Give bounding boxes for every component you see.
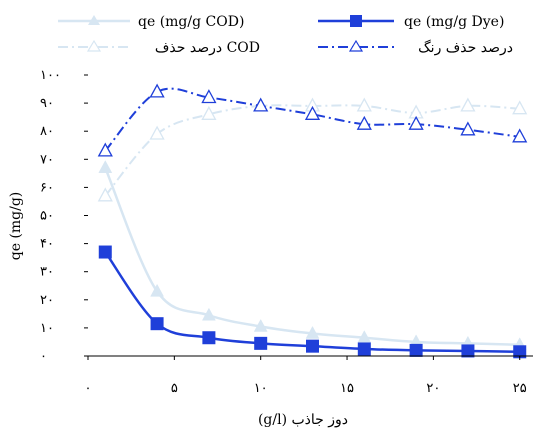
series-1-point <box>409 343 423 357</box>
legend-marker-qe-dye <box>350 15 362 27</box>
series-1-point <box>202 331 216 345</box>
y-tick-label: ۷۰ <box>40 152 54 167</box>
y-tick-label: ۸۰ <box>40 124 54 139</box>
legend-label-qe-cod: qe (mg/g COD) <box>138 14 244 30</box>
series-2 <box>97 97 528 202</box>
y-tick-label: ۰ <box>40 349 47 364</box>
x-tick-label: ۲۵ <box>513 381 527 396</box>
series-layer <box>97 83 528 359</box>
series-2-point <box>356 97 372 112</box>
series-3 <box>97 83 528 157</box>
legend-label-qe-dye: qe (mg/g Dye) <box>404 14 504 30</box>
series-0-line <box>104 167 520 347</box>
series-2-point <box>512 100 528 115</box>
legend-label-cod-removal: درصد حذف COD <box>155 40 260 56</box>
y-tick-label: ۵۰ <box>40 209 54 224</box>
series-1-point <box>306 339 319 353</box>
legend-item-qe-dye: qe (mg/g Dye) <box>318 14 504 30</box>
series-2-point <box>149 125 165 140</box>
y-tick-label: ۱۰۰ <box>40 68 61 83</box>
series-3-point <box>408 115 424 130</box>
y-tick-label: ۴۰ <box>40 237 54 252</box>
legend-marker-dye-removal <box>348 39 364 52</box>
y-tick-label: ۳۰ <box>40 265 54 280</box>
series-1-point <box>98 245 112 259</box>
series-1-point <box>150 317 164 331</box>
series-3-point <box>149 83 165 98</box>
legend-item-cod-removal: درصد حذف COD <box>58 39 260 56</box>
axes: ۰ ۱۰ ۲۰ ۳۰ ۴۰ ۵۰ ۶۰ ۷۰ ۸۰ ۹۰ ۱۰۰ ۰ ۵ ۱۰ ۱۵ ۲۰ ۲۵ <box>40 68 533 396</box>
series-3-point <box>356 115 372 130</box>
series-0-point <box>253 318 268 332</box>
y-tick-label: ۲۰ <box>40 293 54 308</box>
x-tick-label: ۵ <box>171 381 178 396</box>
legend-marker-qe-cod <box>88 15 100 25</box>
series-3-point <box>253 97 269 112</box>
legend-item-qe-cod: qe (mg/g COD) <box>58 14 244 30</box>
series-3-point <box>460 121 476 136</box>
legend-marker-cod-removal <box>86 39 102 52</box>
x-tick-label: ۰ <box>85 381 92 396</box>
legend-item-dye-removal: درصد حذف رنگ <box>318 39 513 56</box>
series-0-point <box>98 160 113 173</box>
series-2-point <box>97 187 113 202</box>
y-tick-label: ۶۰ <box>40 180 54 195</box>
series-0-point <box>305 325 320 339</box>
y-tick-label: ۱۰ <box>40 321 54 336</box>
series-3-point <box>97 142 113 157</box>
series-1-point <box>254 336 268 350</box>
x-axis-title: دوز جاذب (g/l) <box>258 412 348 428</box>
series-1-point <box>357 342 371 356</box>
series-1-point <box>461 344 475 358</box>
series-2-point <box>201 105 217 120</box>
plot-area: ۰ ۱۰ ۲۰ ۳۰ ۴۰ ۵۰ ۶۰ ۷۰ ۸۰ ۹۰ ۱۰۰ ۰ ۵ ۱۰ ۱۵ ۲۰ ۲۵ <box>40 68 533 396</box>
y-axis-title: qe (mg/g) <box>8 192 24 261</box>
series-3-line <box>104 87 520 152</box>
series-3-point <box>512 128 528 143</box>
series-3-point <box>304 105 321 120</box>
series-3-point <box>201 89 217 104</box>
legend-label-dye-removal: درصد حذف رنگ <box>418 39 513 56</box>
series-2-point <box>460 97 476 112</box>
x-tick-label: ۱۰ <box>254 381 268 396</box>
series-1 <box>98 245 527 359</box>
series-0-point <box>150 283 165 297</box>
x-tick-label: ۲۰ <box>426 381 440 396</box>
series-1-point <box>513 345 527 359</box>
y-tick-label: ۹۰ <box>40 96 54 111</box>
series-0-point <box>201 307 216 321</box>
legend: qe (mg/g COD) qe (mg/g Dye) درصد حذف COD… <box>58 14 513 56</box>
x-tick-label: ۱۵ <box>340 381 354 396</box>
